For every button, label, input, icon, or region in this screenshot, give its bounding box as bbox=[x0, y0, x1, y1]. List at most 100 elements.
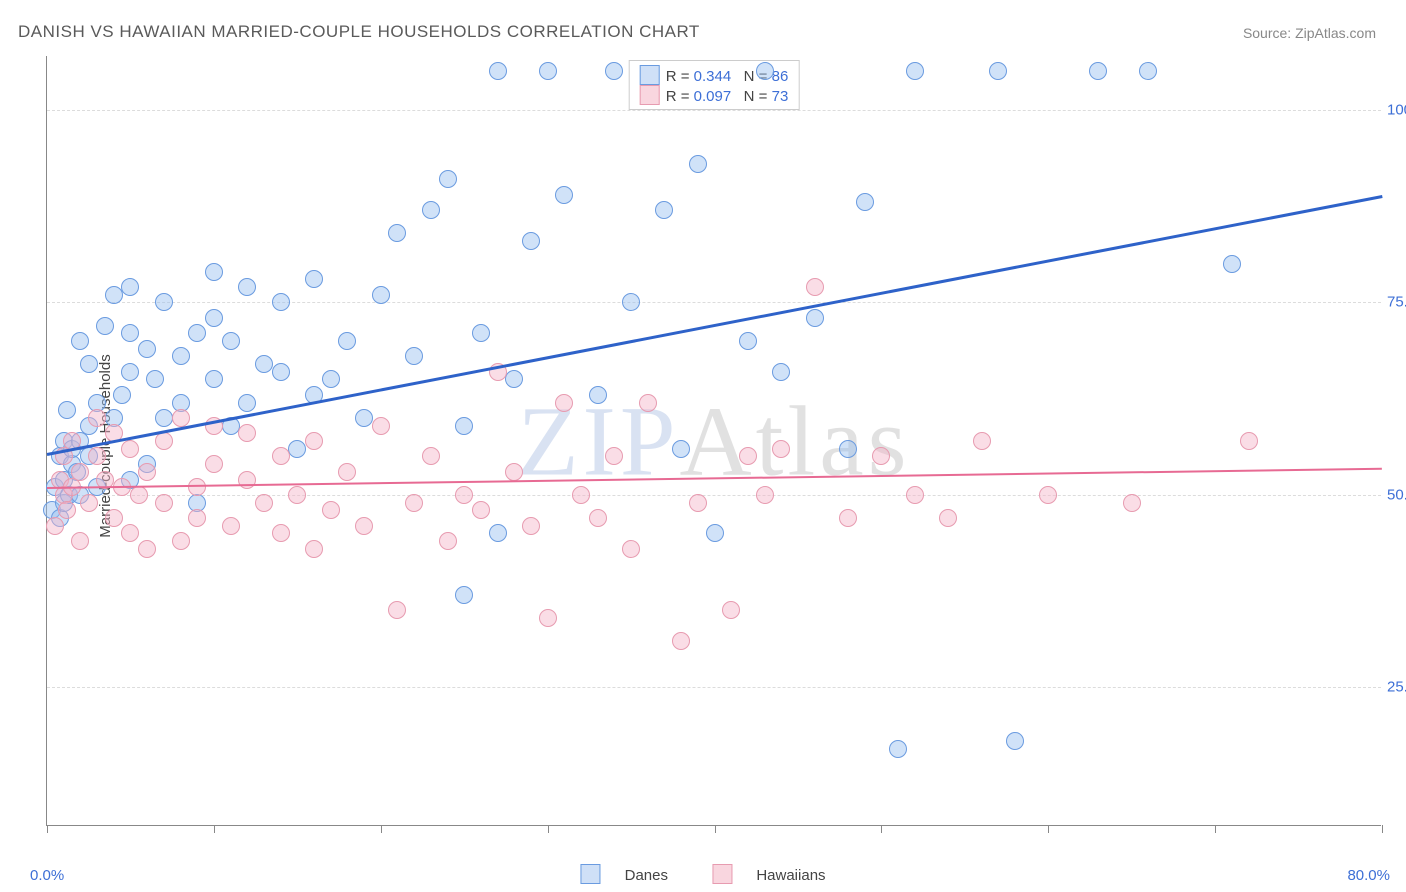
data-point bbox=[138, 340, 156, 358]
y-tick-label: 25.0% bbox=[1387, 679, 1406, 696]
data-point bbox=[522, 517, 540, 535]
data-point bbox=[305, 540, 323, 558]
data-point bbox=[672, 440, 690, 458]
legend-swatch-danes bbox=[640, 65, 660, 85]
data-point bbox=[422, 447, 440, 465]
data-point bbox=[288, 440, 306, 458]
data-point bbox=[1123, 494, 1141, 512]
x-tick bbox=[881, 825, 882, 833]
data-point bbox=[205, 309, 223, 327]
data-point bbox=[388, 224, 406, 242]
legend-correlation: R = 0.344 N = 86 R = 0.097 N = 73 bbox=[629, 60, 800, 110]
data-point bbox=[622, 293, 640, 311]
data-point bbox=[188, 324, 206, 342]
x-tick bbox=[1048, 825, 1049, 833]
data-point bbox=[272, 524, 290, 542]
n-label: N = bbox=[731, 88, 771, 105]
legend-item-danes: Danes bbox=[570, 867, 678, 884]
n-value: 73 bbox=[772, 88, 789, 105]
data-point bbox=[839, 509, 857, 527]
r-value: 0.344 bbox=[694, 68, 732, 85]
data-point bbox=[722, 601, 740, 619]
x-axis-max-label: 80.0% bbox=[1347, 867, 1390, 884]
legend-row: R = 0.097 N = 73 bbox=[640, 85, 789, 105]
data-point bbox=[555, 394, 573, 412]
data-point bbox=[121, 363, 139, 381]
swatch-icon bbox=[580, 864, 600, 884]
data-point bbox=[305, 270, 323, 288]
data-point bbox=[96, 317, 114, 335]
data-point bbox=[455, 417, 473, 435]
data-point bbox=[739, 447, 757, 465]
data-point bbox=[155, 409, 173, 427]
data-point bbox=[472, 324, 490, 342]
data-point bbox=[80, 494, 98, 512]
data-point bbox=[238, 394, 256, 412]
legend-swatch-hawaiians bbox=[640, 85, 660, 105]
data-point bbox=[522, 232, 540, 250]
data-point bbox=[105, 509, 123, 527]
data-point bbox=[146, 370, 164, 388]
data-point bbox=[288, 486, 306, 504]
data-point bbox=[455, 486, 473, 504]
data-point bbox=[655, 201, 673, 219]
data-point bbox=[622, 540, 640, 558]
grid-line bbox=[47, 687, 1381, 688]
data-point bbox=[405, 494, 423, 512]
data-point bbox=[172, 409, 190, 427]
data-point bbox=[939, 509, 957, 527]
data-point bbox=[205, 263, 223, 281]
data-point bbox=[1039, 486, 1057, 504]
data-point bbox=[872, 447, 890, 465]
data-point bbox=[88, 409, 106, 427]
chart-title: DANISH VS HAWAIIAN MARRIED-COUPLE HOUSEH… bbox=[18, 22, 700, 42]
data-point bbox=[505, 463, 523, 481]
x-tick bbox=[381, 825, 382, 833]
data-point bbox=[71, 532, 89, 550]
data-point bbox=[756, 62, 774, 80]
scatter-plot: ZIPAtlas R = 0.344 N = 86 R = 0.097 N = … bbox=[46, 56, 1381, 826]
data-point bbox=[338, 332, 356, 350]
data-point bbox=[706, 524, 724, 542]
data-point bbox=[71, 332, 89, 350]
data-point bbox=[856, 193, 874, 211]
data-point bbox=[58, 401, 76, 419]
source-label: Source: ZipAtlas.com bbox=[1243, 25, 1376, 41]
data-point bbox=[255, 494, 273, 512]
grid-line bbox=[47, 110, 1381, 111]
data-point bbox=[756, 486, 774, 504]
data-point bbox=[205, 455, 223, 473]
data-point bbox=[505, 370, 523, 388]
data-point bbox=[806, 278, 824, 296]
data-point bbox=[589, 386, 607, 404]
data-point bbox=[572, 486, 590, 504]
data-point bbox=[1240, 432, 1258, 450]
data-point bbox=[188, 478, 206, 496]
data-point bbox=[155, 494, 173, 512]
data-point bbox=[689, 155, 707, 173]
data-point bbox=[439, 532, 457, 550]
data-point bbox=[138, 540, 156, 558]
data-point bbox=[305, 432, 323, 450]
swatch-icon bbox=[712, 864, 732, 884]
data-point bbox=[906, 62, 924, 80]
data-point bbox=[338, 463, 356, 481]
x-axis-min-label: 0.0% bbox=[30, 867, 64, 884]
data-point bbox=[121, 524, 139, 542]
data-point bbox=[1006, 732, 1024, 750]
data-point bbox=[238, 424, 256, 442]
data-point bbox=[188, 509, 206, 527]
trend-line bbox=[47, 195, 1383, 456]
x-tick bbox=[1215, 825, 1216, 833]
data-point bbox=[1089, 62, 1107, 80]
data-point bbox=[372, 286, 390, 304]
data-point bbox=[806, 309, 824, 327]
data-point bbox=[105, 286, 123, 304]
y-tick-label: 50.0% bbox=[1387, 486, 1406, 503]
data-point bbox=[121, 278, 139, 296]
data-point bbox=[455, 586, 473, 604]
data-point bbox=[639, 394, 657, 412]
x-tick bbox=[214, 825, 215, 833]
grid-line bbox=[47, 302, 1381, 303]
legend-label: Danes bbox=[625, 867, 668, 884]
